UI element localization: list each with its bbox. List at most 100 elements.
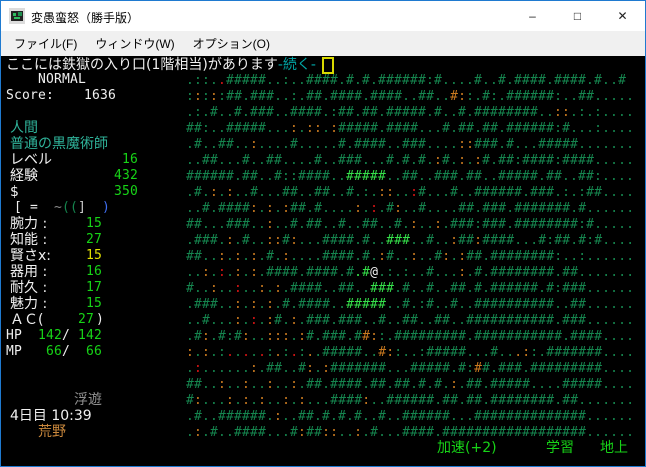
terminal-text-run: [ (14, 200, 22, 215)
terminal-text-run: .:.:..#... (378, 265, 459, 280)
terminal-text-run: ## (306, 425, 323, 440)
score-label: Score: (6, 88, 54, 103)
text-cursor (321, 56, 334, 74)
terminal-text-run: ..#....##.###.#######.#...... (402, 201, 635, 216)
map-row: .#..##..:....#.....#.####..###....::###.… (186, 137, 634, 153)
terminal-text-run: .: (210, 345, 227, 360)
terminal-text-run: #. (274, 313, 291, 328)
menu-file[interactable]: ファイル(F) (14, 37, 78, 51)
map-row: ##:..#####...:.::.:#####.####...#.##.##.… (186, 121, 634, 137)
stat-value: 15 (86, 296, 102, 311)
terminal-text-run: .. (266, 393, 283, 408)
terminal-text-run: : (226, 233, 235, 248)
terminal-text-run: : (450, 233, 459, 248)
terminal-text-run: . (226, 249, 235, 264)
map-row: .:......:.##..#:.:#######...#####.#:##.#… (186, 361, 634, 377)
terminal-text-run: :.#########.###########.####.... (378, 329, 635, 344)
terminal-text-run: . (290, 345, 299, 360)
map-row: ##..:..:..:..:.##.####.##.##.#.#.:.##.##… (186, 377, 634, 393)
terminal-text-run: . (306, 345, 315, 360)
terminal-text-run: : (226, 393, 235, 408)
terminal-text-run: . (242, 345, 251, 360)
terminal-text-run: : (218, 249, 227, 264)
terminal-text-run: ..##...#..##....#..###...#.#.#. (186, 153, 435, 168)
game-time: 4日目 10:39 (10, 408, 92, 424)
map-row: ..##...#..##....#..###...#.#.#.:#.:.:#.#… (186, 153, 634, 169)
hp-line: HP 142/ 142 (6, 328, 102, 344)
terminal-text-run: : (266, 217, 275, 232)
terminal-text-run: . (242, 265, 251, 280)
terminal-text-run: : (250, 361, 259, 376)
minimize-button[interactable]: – (529, 9, 536, 23)
stat-label: レベル (10, 152, 52, 168)
terminal-text-run: : (258, 281, 267, 296)
terminal-text-run: ..#...##..##..#.:. (234, 185, 379, 200)
terminal-text-run: .#..#..##.#.######.#:###...... (394, 281, 635, 296)
score-value: 1636 (84, 88, 116, 103)
terminal-text-run: : (194, 393, 203, 408)
terminal-text-run: . (242, 313, 251, 328)
terminal-text-run (38, 200, 54, 215)
terminal-text-run: #.###.# (306, 329, 363, 344)
terminal-text-run: .###.. (186, 297, 235, 312)
stat-value: 350 (114, 184, 138, 199)
terminal-text-run: ..##.#.#.#..#..######...##############..… (282, 409, 635, 424)
terminal-text-run: . (258, 201, 267, 216)
map-row: .#..######.:..##.#.#.#..#..######...####… (186, 409, 634, 425)
stat-value: 27 (86, 232, 102, 247)
map-row: #..:..:..:.:.####..##..###.#..#..##.#.##… (186, 281, 634, 297)
menu-options[interactable]: オプション(O) (192, 37, 270, 51)
terminal-text-run: : (290, 121, 299, 136)
terminal-text-run: .##.#####....#####.... (458, 377, 635, 392)
ac-close-paren: ) (96, 312, 104, 327)
terminal-text-run: : (282, 345, 291, 360)
terminal-text-run: :: (322, 425, 339, 440)
terminal-text-run: ######.##..#::####.. (186, 169, 347, 184)
terminal-text-run: #: (450, 89, 467, 104)
terminal-text-run: .. (226, 377, 243, 392)
terminal-text-run (70, 344, 86, 359)
character-class: 普通の黒魔術師 (10, 136, 108, 152)
close-button[interactable]: ✕ (617, 9, 628, 23)
map-row: .:.#..####...#:##::..:.#...####.########… (186, 425, 634, 441)
map-row: :::::##.###..:.##.####.####..##..#::.#:.… (186, 89, 634, 105)
terminal-text-run: . (250, 345, 259, 360)
terminal-text-run: . (314, 361, 323, 376)
terminal-text-run: : (298, 425, 307, 440)
stat-label: 知能 : (10, 232, 48, 248)
terminal-text-run: . (258, 345, 267, 360)
terminal-text-run: ...... (202, 361, 251, 376)
character-race: 人間 (10, 120, 38, 136)
terminal-text-run: : (250, 313, 259, 328)
terminal-text-run: : (234, 265, 243, 280)
terminal-text-run: MP (6, 344, 22, 359)
terminal-text-run: .###.###..#..##..##..###########.###....… (298, 313, 635, 328)
maximize-button[interactable]: □ (573, 9, 582, 23)
terminal-text-run: 66 (86, 344, 102, 359)
terminal-text-run: 142 (78, 328, 102, 343)
terminal-text-run: . (210, 265, 219, 280)
terminal-text-run: : (242, 377, 251, 392)
terminal-text-run: .. (418, 217, 435, 232)
terminal-text-run: 66 (46, 344, 62, 359)
terminal-text-run: : (474, 233, 483, 248)
terminal-text-run: ## (458, 233, 475, 248)
terminal-text-run: . (234, 393, 243, 408)
terminal-text-run: : (282, 201, 291, 216)
terminal-text-run: # (186, 393, 195, 408)
map-row: .###.:.#..::#:...####.#..###..#..:##:###… (186, 233, 634, 249)
terminal-text-run: : (458, 265, 467, 280)
terminal-text-run: ..######.##.##.########.##....... (370, 393, 635, 408)
terminal-text-run: .#..##.. (186, 137, 251, 152)
map-row: .#:.#:#:..:::.:#.###.##::.#########.####… (186, 329, 634, 345)
terminal-text-run: : (194, 361, 203, 376)
stat-value: 16 (122, 152, 138, 167)
terminal-text-run: .#:# (210, 329, 243, 344)
terminal-text-run: : (234, 297, 243, 312)
terminal-text-run: ...#### (306, 393, 363, 408)
terminal-text-run: #: (378, 345, 395, 360)
terminal-text-run: . (266, 281, 275, 296)
menu-window[interactable]: ウィンドウ(W) (95, 37, 175, 51)
map-row: ..#.####:.:.:##.#....:.:.#:..#....##.###… (186, 201, 634, 217)
terminal-text-run (70, 328, 78, 343)
